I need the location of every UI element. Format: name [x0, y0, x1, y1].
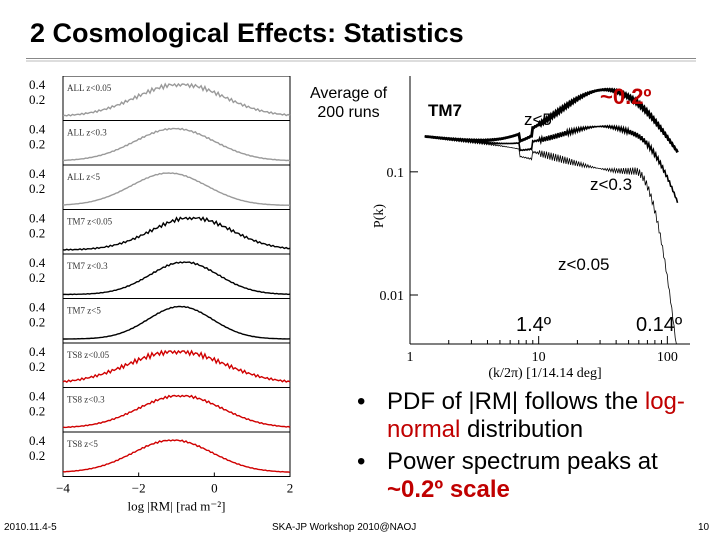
pdf-curve: [62, 82, 291, 117]
pdf-curve: [62, 305, 291, 340]
pdf-curve: [62, 261, 291, 296]
pdf-row-label: TS8 z<0.3: [67, 395, 105, 405]
pdf-ytick: 0.4: [29, 77, 46, 92]
title-divider: [26, 58, 696, 59]
pdf-row-label: ALL z<5: [67, 172, 100, 182]
pdf-ytick: 0.2: [29, 92, 45, 107]
pdf-curve: [62, 439, 291, 473]
pdf-xtick-label: 2: [287, 481, 294, 496]
pdf-curve: [62, 216, 291, 251]
peak-label: ~0.2º: [600, 84, 652, 109]
power-spectrum-figure: 0.1 0.01 1 10 100 P(k) (k/2π) [1/14.14 deg]: [372, 76, 690, 381]
bullet-text-end: distribution: [460, 416, 584, 443]
series-label-z005: z<0.05: [558, 255, 610, 274]
pdf-ytick: 0.4: [29, 122, 46, 137]
pdf-ytick: 0.4: [29, 255, 46, 270]
bullet-dot: •: [357, 388, 366, 415]
ps-xlabel: (k/2π) [1/14.14 deg]: [488, 366, 601, 381]
ps-plot: 0.1 0.01 1 10 100 P(k) (k/2π) [1/14.14 deg]: [372, 76, 690, 381]
pdf-ytick: 0.4: [29, 300, 46, 315]
pdf-ytick: 0.4: [29, 166, 46, 181]
pdf-ytick: 0.4: [29, 389, 46, 404]
pdf-ytick: 0.4: [29, 344, 46, 359]
pdf-xtick-label: −2: [132, 481, 146, 496]
pdf-ytick: 0.2: [29, 315, 45, 330]
runs-note: Average of 200 runs: [310, 85, 388, 121]
pdf-ytick: 0.2: [29, 404, 45, 419]
pdf-ytick: 0.2: [29, 181, 45, 196]
pdf-curve: [62, 172, 291, 207]
pdf-row-label: ALL z<0.05: [67, 83, 112, 93]
bullet-peak: • Power spectrum peaks at ~0.2º scale: [355, 448, 695, 504]
pdf-xtick-label: −4: [56, 481, 70, 496]
ps-ylabel: P(k): [372, 204, 387, 228]
title-divider-shadow: [26, 60, 696, 62]
pdf-row-frame: [62, 431, 291, 477]
pdf-curve: [62, 394, 291, 429]
scale-marker-right: 0.14º: [636, 314, 683, 336]
pdf-ytick: 0.2: [29, 359, 45, 374]
bullet-lognormal: • PDF of |RM| follows the log-normal dist…: [355, 388, 695, 444]
pdf-ytick: 0.2: [29, 137, 45, 152]
pdf-ytick: 0.2: [29, 226, 45, 241]
series-label-z5: z<5: [524, 110, 552, 129]
pdf-xlabel: log |RM| [rad m⁻²]: [128, 499, 226, 514]
ps-curve-z005: [424, 136, 678, 345]
bullet-highlight: ~0.2º scale: [387, 476, 510, 503]
series-label-z03: z<0.3: [590, 175, 633, 194]
scale-marker-left: 1.4º: [516, 314, 552, 336]
bullet-text: Power spectrum peaks at: [387, 448, 658, 475]
pdf-curve: [62, 127, 291, 162]
pdf-row-label: TM7 z<0.05: [67, 217, 113, 227]
footer-event: SKA-JP Workshop 2010@NAOJ: [272, 522, 417, 533]
bullet-highlight: log-normal: [387, 388, 685, 443]
ps-xtick-label: 10: [532, 350, 546, 365]
pdf-ytick: 0.4: [29, 211, 46, 226]
pdf-x-axis: −4 −2 0 2 log |RM| [rad m⁻²]: [56, 472, 294, 514]
pdf-row-label: TS8 z<0.05: [67, 350, 110, 360]
bullet-dot: •: [357, 448, 366, 475]
pdf-ytick: 0.4: [29, 433, 46, 448]
pdf-ytick: 0.2: [29, 270, 45, 285]
ps-curve-z03: [424, 124, 679, 203]
pdf-row-label: TM7 z<5: [67, 306, 101, 316]
slide-title: 2 Cosmological Effects: Statistics: [30, 18, 464, 48]
ps-ytick-label: 0.1: [387, 166, 405, 181]
bullet-list: • PDF of |RM| follows the log-normal dist…: [355, 388, 695, 508]
pdf-row-label: TM7 z<0.3: [67, 261, 108, 271]
pdf-xtick-label: 0: [211, 481, 218, 496]
ps-ytick-label: 0.01: [380, 289, 405, 304]
pdf-ytick: 0.2: [29, 448, 45, 463]
pdf-row-label: ALL z<0.3: [67, 128, 107, 138]
footer-date: 2010.11.4-5: [4, 522, 57, 533]
pdf-row-label: TS8 z<5: [67, 439, 98, 449]
model-label: TM7: [428, 101, 462, 120]
pdf-curve: [62, 349, 291, 383]
page-number: 10: [698, 522, 710, 533]
ps-xtick-label: 1: [407, 350, 414, 365]
bullet-text: PDF of |RM| follows the: [387, 388, 645, 415]
ps-xtick-label: 100: [657, 350, 678, 365]
